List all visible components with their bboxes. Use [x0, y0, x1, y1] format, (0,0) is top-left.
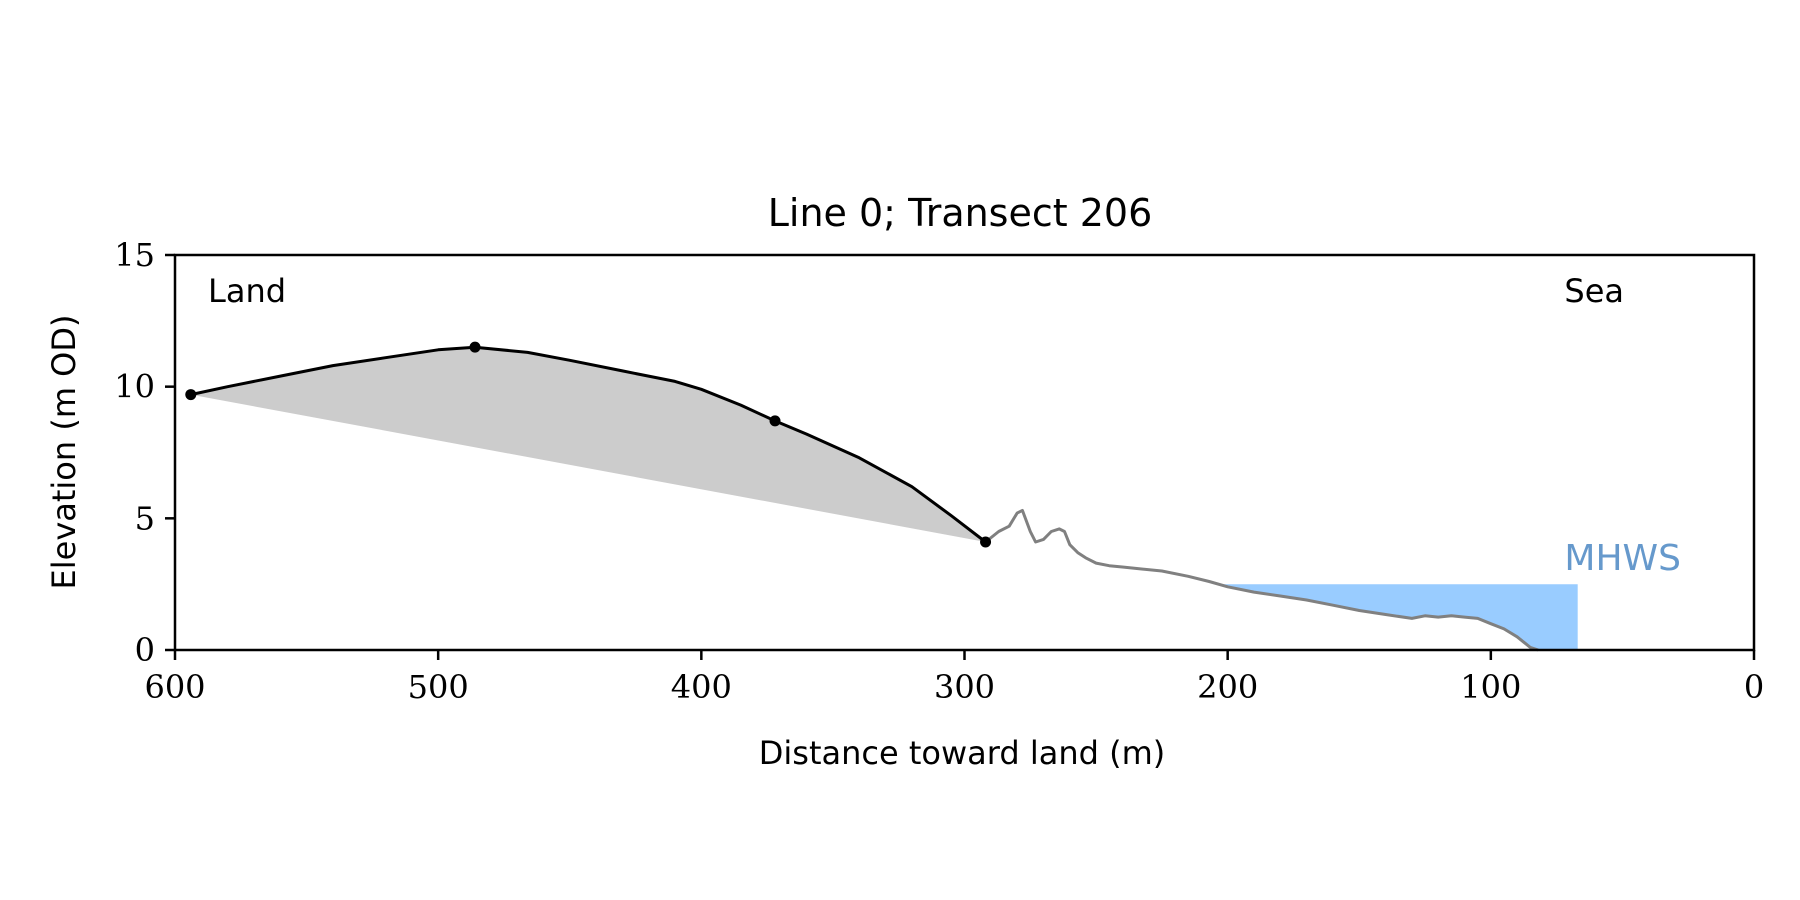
marker-layer: [185, 341, 992, 548]
profile-marker: [185, 389, 197, 401]
dune-shaded-region: [190, 347, 986, 542]
y-tick-label: 5: [135, 499, 155, 537]
profile-layer: [190, 345, 1539, 652]
mhws-layer: [1214, 584, 1578, 650]
y-tick-label: 0: [135, 631, 155, 669]
annotation-mhws: MHWS: [1564, 538, 1681, 579]
x-axis-label: Distance toward land (m): [759, 734, 1165, 772]
y-tick-label: 10: [114, 368, 155, 406]
x-tick-label: 300: [934, 668, 995, 706]
profile-marker: [769, 415, 781, 427]
mhws-water-area: [1214, 584, 1578, 650]
x-tick-label: 400: [671, 668, 732, 706]
shade-layer: [190, 347, 986, 542]
profile-marker: [980, 536, 992, 548]
y-tick-label: 15: [114, 236, 155, 274]
plot-area: [185, 341, 1578, 652]
beach-profile-line: [984, 508, 1539, 652]
y-axis-ticks: 0 5 10 15: [114, 236, 175, 669]
y-axis-label: Elevation (m OD): [45, 315, 83, 590]
dune-profile-line: [190, 345, 987, 544]
annotation-sea: Sea: [1564, 272, 1624, 310]
chart-title: Line 0; Transect 206: [768, 191, 1153, 235]
x-axis-ticks: 600 500 400 300 200 100 0: [144, 650, 1764, 706]
x-tick-label: 0: [1744, 668, 1764, 706]
x-tick-label: 500: [408, 668, 469, 706]
x-tick-label: 100: [1460, 668, 1521, 706]
x-tick-label: 600: [144, 668, 205, 706]
profile-marker: [469, 341, 481, 353]
annotation-land: Land: [208, 272, 286, 310]
x-tick-label: 200: [1197, 668, 1258, 706]
